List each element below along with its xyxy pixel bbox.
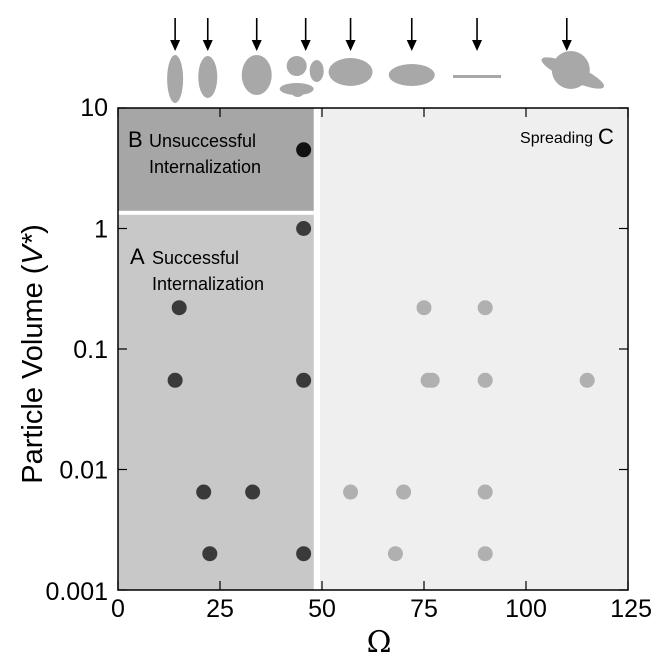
horizontal-divider — [118, 210, 314, 215]
region-c-letter: C — [598, 124, 614, 149]
data-point-2-6 — [343, 484, 359, 500]
data-points-layer — [167, 142, 595, 562]
arrow-head-3 — [300, 40, 311, 51]
narrow-vertical-ellipse-icon — [167, 55, 184, 103]
x-tick-label-1: 25 — [206, 595, 234, 623]
y-axis-label-main: Particle Volume ( — [17, 264, 49, 484]
data-point-0-2 — [196, 484, 212, 500]
data-point-0-6 — [296, 372, 312, 388]
x-tick-label-3: 75 — [410, 595, 438, 623]
regions-layer — [118, 108, 628, 590]
data-point-0-1 — [167, 372, 183, 388]
region-dividers — [118, 108, 320, 590]
region-a-letter: A — [130, 244, 145, 269]
arrow-head-2 — [251, 40, 262, 51]
region-a-line1: Successful — [152, 248, 239, 268]
data-point-0-7 — [296, 546, 312, 562]
flat-horizontal-ellipse-icon — [388, 64, 435, 86]
data-point-0-4 — [202, 546, 218, 562]
region-b-letter: B — [128, 127, 143, 152]
axis-titles: Ω Particle Volume (V*) — [17, 224, 391, 655]
data-point-2-7 — [396, 484, 412, 500]
data-point-2-1 — [477, 300, 493, 316]
y-tick-label-3: 1 — [94, 216, 108, 244]
data-point-0-0 — [171, 300, 187, 316]
region-a-line2: Internalization — [152, 274, 264, 294]
x-tick-label-2: 50 — [308, 595, 336, 623]
data-point-2-0 — [416, 300, 432, 316]
region-b-line1: Unsuccessful — [149, 131, 256, 151]
x-tick-label-0: 0 — [111, 595, 125, 623]
y-tick-label-0: 0.001 — [45, 578, 108, 606]
shape-icons-row — [167, 18, 605, 103]
arrow-head-7 — [561, 40, 572, 51]
data-point-0-3 — [245, 484, 261, 500]
y-tick-label-4: 10 — [80, 94, 108, 122]
region-c-label: Spreading — [520, 130, 593, 147]
y-axis-label: Particle Volume (V*) — [17, 224, 49, 484]
data-point-2-4 — [477, 372, 493, 388]
cluster-circle-icon — [286, 56, 307, 76]
vertical-ellipse-icon — [198, 56, 218, 98]
vertical-divider — [313, 108, 320, 590]
region-b — [118, 108, 314, 213]
cluster-ellipse-icon — [309, 60, 324, 82]
data-point-2-3 — [424, 372, 440, 388]
arrow-head-5 — [406, 40, 417, 51]
y-axis-label-end: ) — [17, 224, 49, 234]
x-tick-label-5: 125 — [610, 595, 652, 623]
arrow-head-1 — [202, 40, 213, 51]
y-tick-label-1: 0.01 — [59, 457, 108, 485]
tick-layer: 0 25 50 75 100 125 0.001 0.01 0.1 1 10 — [45, 94, 652, 623]
region-b-line2: Internalization — [149, 157, 261, 177]
x-tick-label-4: 100 — [505, 595, 547, 623]
data-point-2-5 — [579, 372, 595, 388]
ringed-sphere-icon — [551, 51, 590, 89]
x-axis-label: Ω — [367, 625, 392, 655]
thin-rod-icon — [453, 75, 502, 78]
arrow-head-0 — [170, 40, 181, 51]
data-point-2-9 — [387, 546, 403, 562]
cluster-small-circle-icon — [290, 83, 305, 97]
large-vertical-ellipse-icon — [241, 55, 272, 95]
y-tick-label-2: 0.1 — [73, 336, 108, 364]
data-point-2-8 — [477, 484, 493, 500]
arrow-head-4 — [345, 40, 356, 51]
y-axis-label-italic: V* — [17, 232, 49, 264]
region-a — [118, 212, 314, 590]
data-point-0-5 — [296, 221, 312, 236]
region-c — [319, 108, 628, 590]
data-point-1-0 — [296, 142, 312, 158]
region-labels: B Unsuccessful Internalization A Successful I… — [128, 124, 614, 294]
arrow-head-6 — [472, 40, 483, 51]
data-point-2-10 — [477, 546, 493, 562]
horizontal-ellipse-icon — [328, 58, 373, 86]
